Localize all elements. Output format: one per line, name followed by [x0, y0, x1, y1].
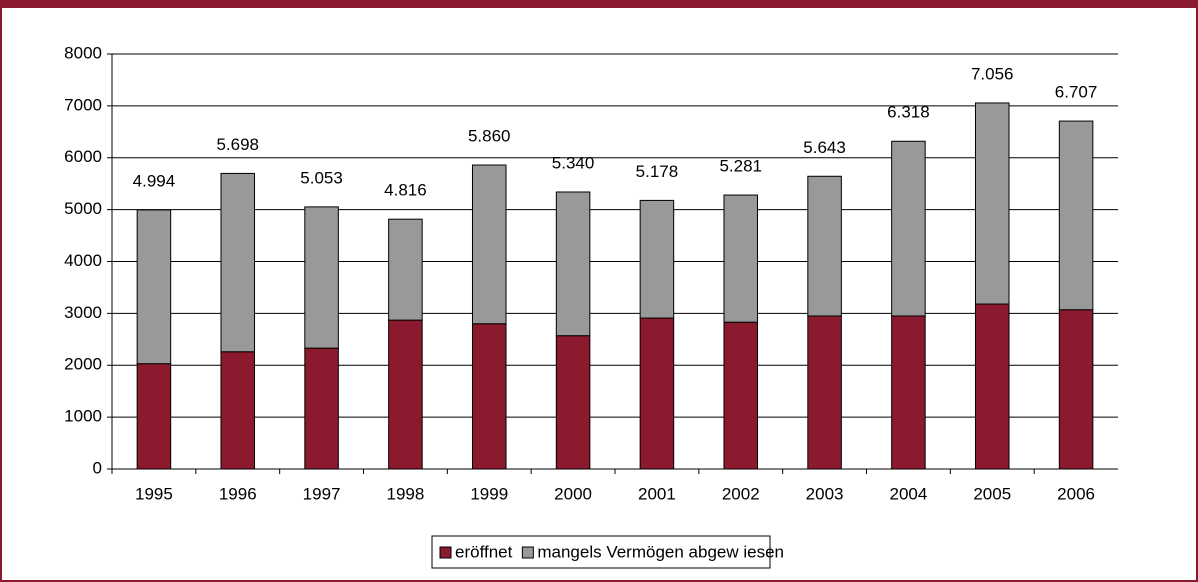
x-tick-label: 1999: [470, 484, 508, 503]
y-tick-label: 4000: [64, 251, 102, 270]
bar-segment: [220, 172, 256, 353]
bar-segment: [1058, 309, 1094, 470]
x-tick-label: 2006: [1057, 484, 1095, 503]
total-label: 6.707: [1055, 83, 1098, 102]
bar-segment: [136, 363, 172, 470]
total-label: 5.860: [468, 126, 511, 145]
bar-segment: [891, 140, 926, 317]
bar-segment: [723, 321, 759, 470]
y-tick-label: 0: [93, 458, 102, 477]
bar-segment: [304, 206, 339, 349]
bar-segment: [471, 323, 507, 470]
bar-segment: [136, 209, 172, 365]
bar-segment: [388, 319, 423, 470]
x-tick-label: 2003: [806, 484, 844, 503]
total-label: 5.340: [552, 153, 595, 172]
bar-segment: [807, 315, 842, 470]
legend-box: [431, 535, 771, 569]
bar-segment: [555, 191, 591, 337]
bar-segment: [388, 218, 423, 321]
total-label: 5.178: [636, 162, 679, 181]
bar-segment: [304, 347, 339, 470]
bar-segment: [974, 303, 1010, 470]
bar-segment: [471, 164, 507, 325]
total-label: 6.318: [887, 103, 930, 122]
bar-segment: [807, 175, 842, 317]
x-tick-label: 2002: [722, 484, 760, 503]
y-tick-label: 6000: [64, 147, 102, 166]
y-tick-label: 3000: [64, 303, 102, 322]
bar-segment: [639, 317, 675, 470]
x-tick-label: 2005: [973, 484, 1011, 503]
bar-segment: [639, 199, 675, 319]
total-label: 5.281: [719, 157, 762, 176]
y-tick-label: 7000: [64, 95, 102, 114]
total-label: 4.816: [384, 181, 427, 200]
x-tick-label: 1996: [219, 484, 257, 503]
x-tick-label: 1997: [303, 484, 341, 503]
y-tick-label: 1000: [64, 407, 102, 426]
bar-segment: [220, 351, 256, 470]
bar-segment: [974, 102, 1010, 305]
total-label: 5.698: [216, 135, 259, 154]
total-label: 5.643: [803, 138, 846, 157]
legend-label: mangels Vermögen abgew iesen: [537, 542, 784, 561]
x-tick-label: 2001: [638, 484, 676, 503]
x-tick-label: 2004: [890, 484, 928, 503]
x-tick-label: 2000: [554, 484, 592, 503]
x-tick-label: 1998: [387, 484, 425, 503]
bar-segment: [723, 194, 759, 323]
total-label: 5.053: [300, 168, 343, 187]
bar-segment: [1058, 120, 1094, 311]
top-bar: [0, 0, 1198, 8]
legend-swatch: [439, 546, 452, 559]
y-tick-label: 8000: [64, 43, 102, 62]
y-tick-label: 5000: [64, 199, 102, 218]
bar-segment: [555, 335, 591, 470]
y-tick-label: 2000: [64, 355, 102, 374]
x-tick-label: 1995: [135, 484, 173, 503]
total-label: 4.994: [133, 171, 176, 190]
total-label: 7.056: [971, 64, 1014, 83]
legend-label: eröffnet: [455, 542, 513, 561]
legend-swatch: [521, 546, 534, 559]
bar-segment: [891, 315, 926, 470]
